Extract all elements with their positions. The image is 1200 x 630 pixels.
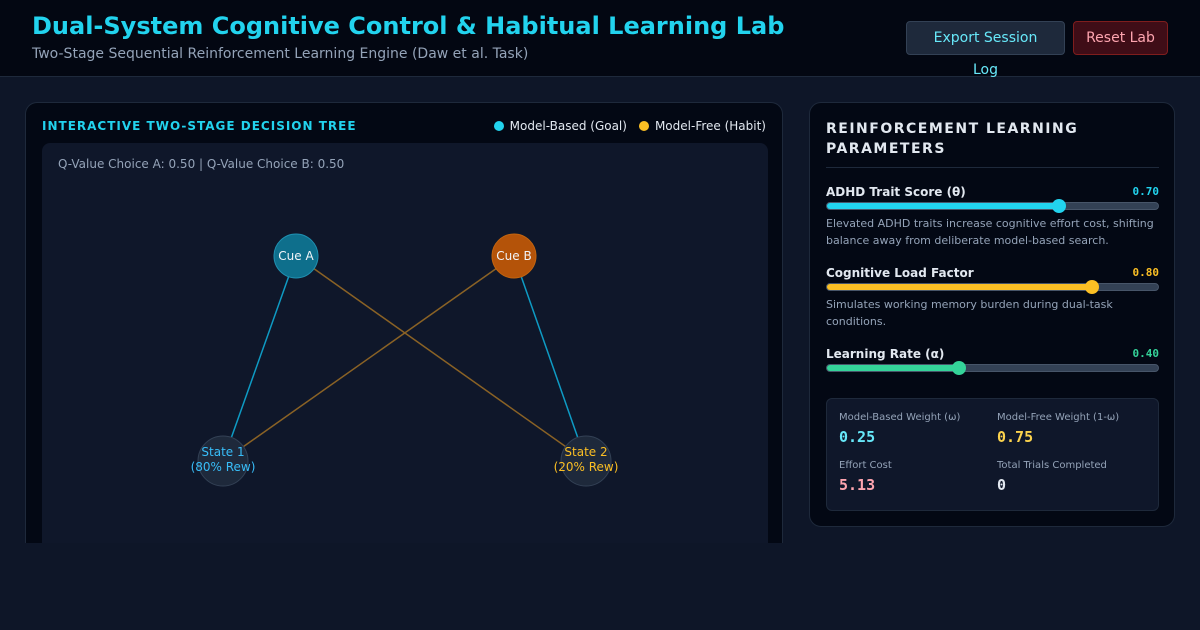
param-value: 0.70 bbox=[1132, 185, 1160, 198]
legend-item-model-free: Model-Free (Habit) bbox=[638, 119, 766, 133]
legend-item-model-based: Model-Based (Goal) bbox=[493, 119, 627, 133]
model-free-dot-icon bbox=[638, 121, 649, 131]
slider-fill bbox=[827, 284, 1092, 290]
stat-model-free-weight: Model-Free Weight (1-ω) 0.75 bbox=[997, 412, 1119, 446]
slider-thumb[interactable] bbox=[1084, 280, 1099, 294]
param-value: 0.80 bbox=[1132, 266, 1160, 279]
param-value: 0.40 bbox=[1132, 347, 1160, 360]
stat-label: Model-Based Weight (ω) bbox=[839, 412, 961, 423]
stat-label: Total Trials Completed bbox=[997, 460, 1107, 471]
page-title: Dual-System Cognitive Control & Habitual… bbox=[32, 12, 785, 40]
export-session-log-button[interactable]: Export Session Log bbox=[906, 21, 1065, 78]
stat-value: 0.75 bbox=[997, 428, 1034, 446]
slider-fill bbox=[827, 365, 960, 371]
node-state-2-title: State 2 bbox=[564, 445, 607, 459]
node-state-2[interactable]: State 2 (20% Rew) bbox=[554, 435, 619, 487]
legend: Model-Based (Goal) Model-Free (Habit) bbox=[493, 119, 766, 133]
edge-cue-b-state-1 bbox=[222, 255, 515, 462]
app-header: Dual-System Cognitive Control & Habitual… bbox=[0, 0, 1200, 78]
node-cue-a-label: Cue A bbox=[278, 249, 314, 263]
node-cue-b-label: Cue B bbox=[496, 249, 531, 263]
param-description: Simulates working memory burden during d… bbox=[826, 298, 1113, 328]
param-label: Cognitive Load Factor bbox=[826, 266, 974, 280]
node-state-1-reward: (80% Rew) bbox=[191, 460, 256, 474]
node-state-1[interactable]: State 1 (80% Rew) bbox=[191, 435, 256, 487]
node-cue-a[interactable]: Cue A bbox=[273, 233, 319, 279]
stat-value: 5.13 bbox=[839, 476, 876, 494]
decision-tree-svg: Cue A Cue B State 1 (80% Rew) State 2 (2… bbox=[191, 233, 619, 487]
param-description: Elevated ADHD traits increase cognitive … bbox=[826, 217, 1154, 247]
legend-label-model-free: Model-Free (Habit) bbox=[654, 119, 766, 133]
param-label: ADHD Trait Score (θ) bbox=[826, 185, 966, 199]
stat-label: Effort Cost bbox=[839, 460, 892, 471]
learning-rate-slider[interactable] bbox=[826, 361, 1159, 375]
model-based-dot-icon bbox=[493, 121, 504, 131]
rl-parameters-title: REINFORCEMENT LEARNING PARAMETERS bbox=[826, 121, 1079, 157]
stat-total-trials: Total Trials Completed 0 bbox=[997, 460, 1107, 494]
q-value-readout: Q-Value Choice A: 0.50 | Q-Value Choice … bbox=[58, 157, 345, 171]
rl-parameters-panel: REINFORCEMENT LEARNING PARAMETERS ADHD T… bbox=[809, 102, 1175, 527]
cognitive-load-slider[interactable] bbox=[826, 280, 1159, 294]
slider-fill bbox=[827, 203, 1059, 209]
edge-cue-a-state-1 bbox=[222, 255, 297, 462]
page-subtitle: Two-Stage Sequential Reinforcement Learn… bbox=[32, 46, 529, 62]
decision-tree-canvas[interactable]: Q-Value Choice A: 0.50 | Q-Value Choice … bbox=[42, 143, 768, 543]
decision-tree-panel: INTERACTIVE TWO-STAGE DECISION TREE Mode… bbox=[25, 102, 783, 543]
stat-model-based-weight: Model-Based Weight (ω) 0.25 bbox=[839, 412, 960, 446]
edge-cue-a-state-2 bbox=[295, 255, 587, 462]
stat-label: Model-Free Weight (1-ω) bbox=[997, 412, 1120, 423]
decision-tree-title: INTERACTIVE TWO-STAGE DECISION TREE bbox=[42, 119, 357, 133]
divider bbox=[826, 167, 1159, 168]
adhd-trait-slider[interactable] bbox=[826, 199, 1159, 213]
slider-thumb[interactable] bbox=[952, 361, 967, 375]
stats-box: Model-Based Weight (ω) 0.25 Model-Free W… bbox=[826, 398, 1159, 511]
stat-value: 0.25 bbox=[839, 428, 876, 446]
node-state-1-title: State 1 bbox=[201, 445, 244, 459]
reset-lab-button[interactable]: Reset Lab bbox=[1073, 21, 1168, 55]
param-label: Learning Rate (α) bbox=[826, 347, 945, 361]
edge-cue-b-state-2 bbox=[513, 255, 587, 462]
legend-label-model-based: Model-Based (Goal) bbox=[509, 119, 627, 133]
slider-thumb[interactable] bbox=[1051, 199, 1066, 213]
stat-effort-cost: Effort Cost 5.13 bbox=[839, 460, 892, 494]
node-cue-b[interactable]: Cue B bbox=[491, 233, 537, 279]
node-state-2-reward: (20% Rew) bbox=[554, 460, 619, 474]
stat-value: 0 bbox=[997, 476, 1007, 494]
